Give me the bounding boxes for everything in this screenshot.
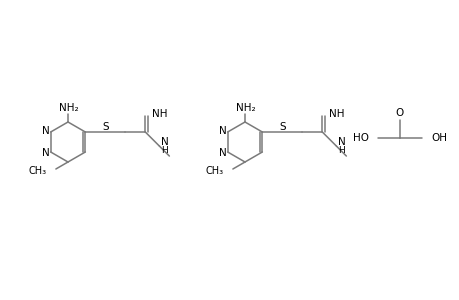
Text: OH: OH (430, 133, 446, 143)
Text: O: O (395, 108, 403, 118)
Text: H: H (161, 146, 168, 154)
Text: N: N (42, 126, 50, 136)
Text: N: N (338, 137, 346, 147)
Text: S: S (102, 122, 108, 132)
Text: N: N (161, 137, 169, 147)
Text: N: N (218, 148, 226, 158)
Text: S: S (279, 122, 285, 132)
Text: HO: HO (352, 133, 368, 143)
Text: N: N (42, 148, 50, 158)
Text: N: N (218, 126, 226, 136)
Text: NH: NH (329, 109, 344, 119)
Text: NH: NH (152, 109, 168, 119)
Text: NH₂: NH₂ (59, 103, 78, 113)
Text: NH₂: NH₂ (235, 103, 255, 113)
Text: CH₃: CH₃ (29, 166, 47, 176)
Text: H: H (338, 146, 344, 154)
Text: CH₃: CH₃ (205, 166, 224, 176)
